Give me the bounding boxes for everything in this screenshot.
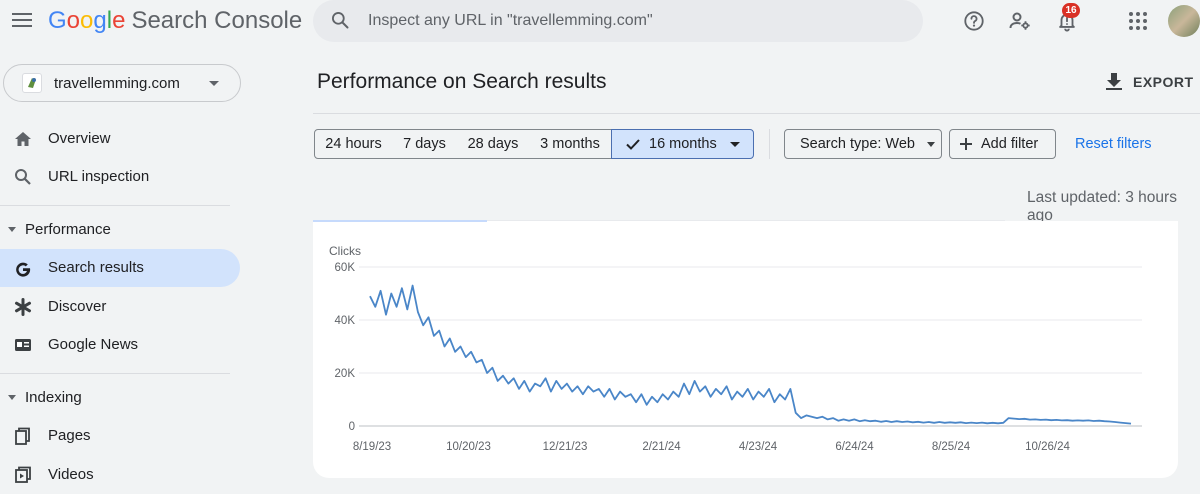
- sidebar-item-search-results[interactable]: Search results: [0, 249, 240, 287]
- chart-tab-indicator: [313, 220, 487, 222]
- download-icon: [1106, 73, 1122, 90]
- news-icon: [15, 339, 31, 351]
- product-name: Search Console: [131, 7, 303, 34]
- pages-icon: [15, 427, 30, 445]
- y-tick-label: 40K: [335, 315, 356, 327]
- sidebar-divider: [0, 373, 230, 374]
- sidebar-item-url-inspection[interactable]: URL inspection: [0, 158, 240, 196]
- search-console-logo[interactable]: Google Search Console: [48, 7, 303, 34]
- users-settings-icon[interactable]: [1008, 9, 1032, 33]
- sidebar-item-discover[interactable]: Discover: [0, 288, 240, 326]
- clicks-series-line: [369, 284, 1132, 425]
- sidebar-item-overview[interactable]: Overview: [0, 120, 240, 158]
- clicks-chart: Clicks 60K 40K 20K 0 8/19/23 10/20/23 12/21/23 2…: [329, 244, 1142, 453]
- collapse-arrow-icon: [8, 395, 16, 400]
- check-icon: [626, 139, 640, 150]
- range-28-days[interactable]: 28 days: [457, 129, 530, 159]
- notification-count-badge: 16: [1062, 3, 1080, 18]
- sidebar-item-pages[interactable]: Pages: [0, 417, 240, 455]
- asterisk-icon: [15, 298, 31, 316]
- search-icon[interactable]: [330, 10, 350, 30]
- apps-grid-icon[interactable]: [1126, 9, 1150, 33]
- x-tick-label: 6/24/24: [835, 441, 874, 453]
- x-tick-label: 8/25/24: [932, 441, 971, 453]
- range-3-months[interactable]: 3 months: [529, 129, 612, 159]
- plus-icon: [960, 138, 972, 150]
- range-16-months[interactable]: 16 months: [611, 129, 754, 159]
- performance-chart-card: Clicks 60K 40K 20K 0 8/19/23 10/20/23 12/21/23 2…: [313, 221, 1178, 478]
- x-tick-label: 10/26/24: [1025, 441, 1070, 453]
- add-filter-button[interactable]: Add filter: [949, 129, 1056, 159]
- chevron-down-icon: [729, 141, 740, 147]
- range-24-hours[interactable]: 24 hours: [314, 129, 393, 159]
- property-name: travellemming.com: [54, 75, 180, 92]
- help-icon[interactable]: [962, 9, 986, 33]
- section-indexing[interactable]: Indexing: [0, 383, 240, 413]
- sidebar-item-videos[interactable]: Videos: [0, 456, 240, 494]
- account-avatar[interactable]: [1168, 5, 1200, 37]
- chart-tab-rule: [487, 220, 1005, 221]
- x-tick-label: 10/20/23: [446, 441, 491, 453]
- search-type-dropdown[interactable]: Search type: Web: [784, 129, 942, 159]
- y-axis-label: Clicks: [329, 244, 361, 258]
- chevron-down-icon: [927, 141, 935, 147]
- x-tick-label: 12/21/23: [543, 441, 588, 453]
- property-selector[interactable]: travellemming.com: [3, 64, 241, 102]
- main-menu-icon[interactable]: [12, 10, 32, 30]
- sidebar-item-google-news[interactable]: Google News: [0, 326, 240, 364]
- reset-filters-link[interactable]: Reset filters: [1075, 136, 1152, 152]
- x-tick-label: 8/19/23: [353, 441, 391, 453]
- chevron-down-icon: [209, 81, 219, 86]
- range-7-days[interactable]: 7 days: [392, 129, 458, 159]
- home-icon: [15, 132, 31, 146]
- x-tick-label: 4/23/24: [739, 441, 778, 453]
- y-tick-label: 20K: [335, 368, 356, 380]
- search-icon: [15, 169, 31, 185]
- header-divider: [313, 113, 1200, 114]
- y-tick-label: 0: [349, 421, 355, 433]
- video-icon: [15, 466, 31, 483]
- collapse-arrow-icon: [8, 227, 16, 232]
- x-tick-label: 2/21/24: [642, 441, 681, 453]
- site-favicon-icon: [22, 73, 42, 93]
- section-performance[interactable]: Performance: [0, 215, 240, 245]
- y-tick-label: 60K: [335, 262, 356, 274]
- google-g-icon: [16, 262, 31, 277]
- page-title: Performance on Search results: [317, 70, 607, 93]
- sidebar-divider: [0, 205, 230, 206]
- filter-separator: [769, 129, 770, 159]
- last-updated-text: Last updated: 3 hours ago: [1027, 189, 1177, 224]
- search-input[interactable]: [368, 8, 908, 34]
